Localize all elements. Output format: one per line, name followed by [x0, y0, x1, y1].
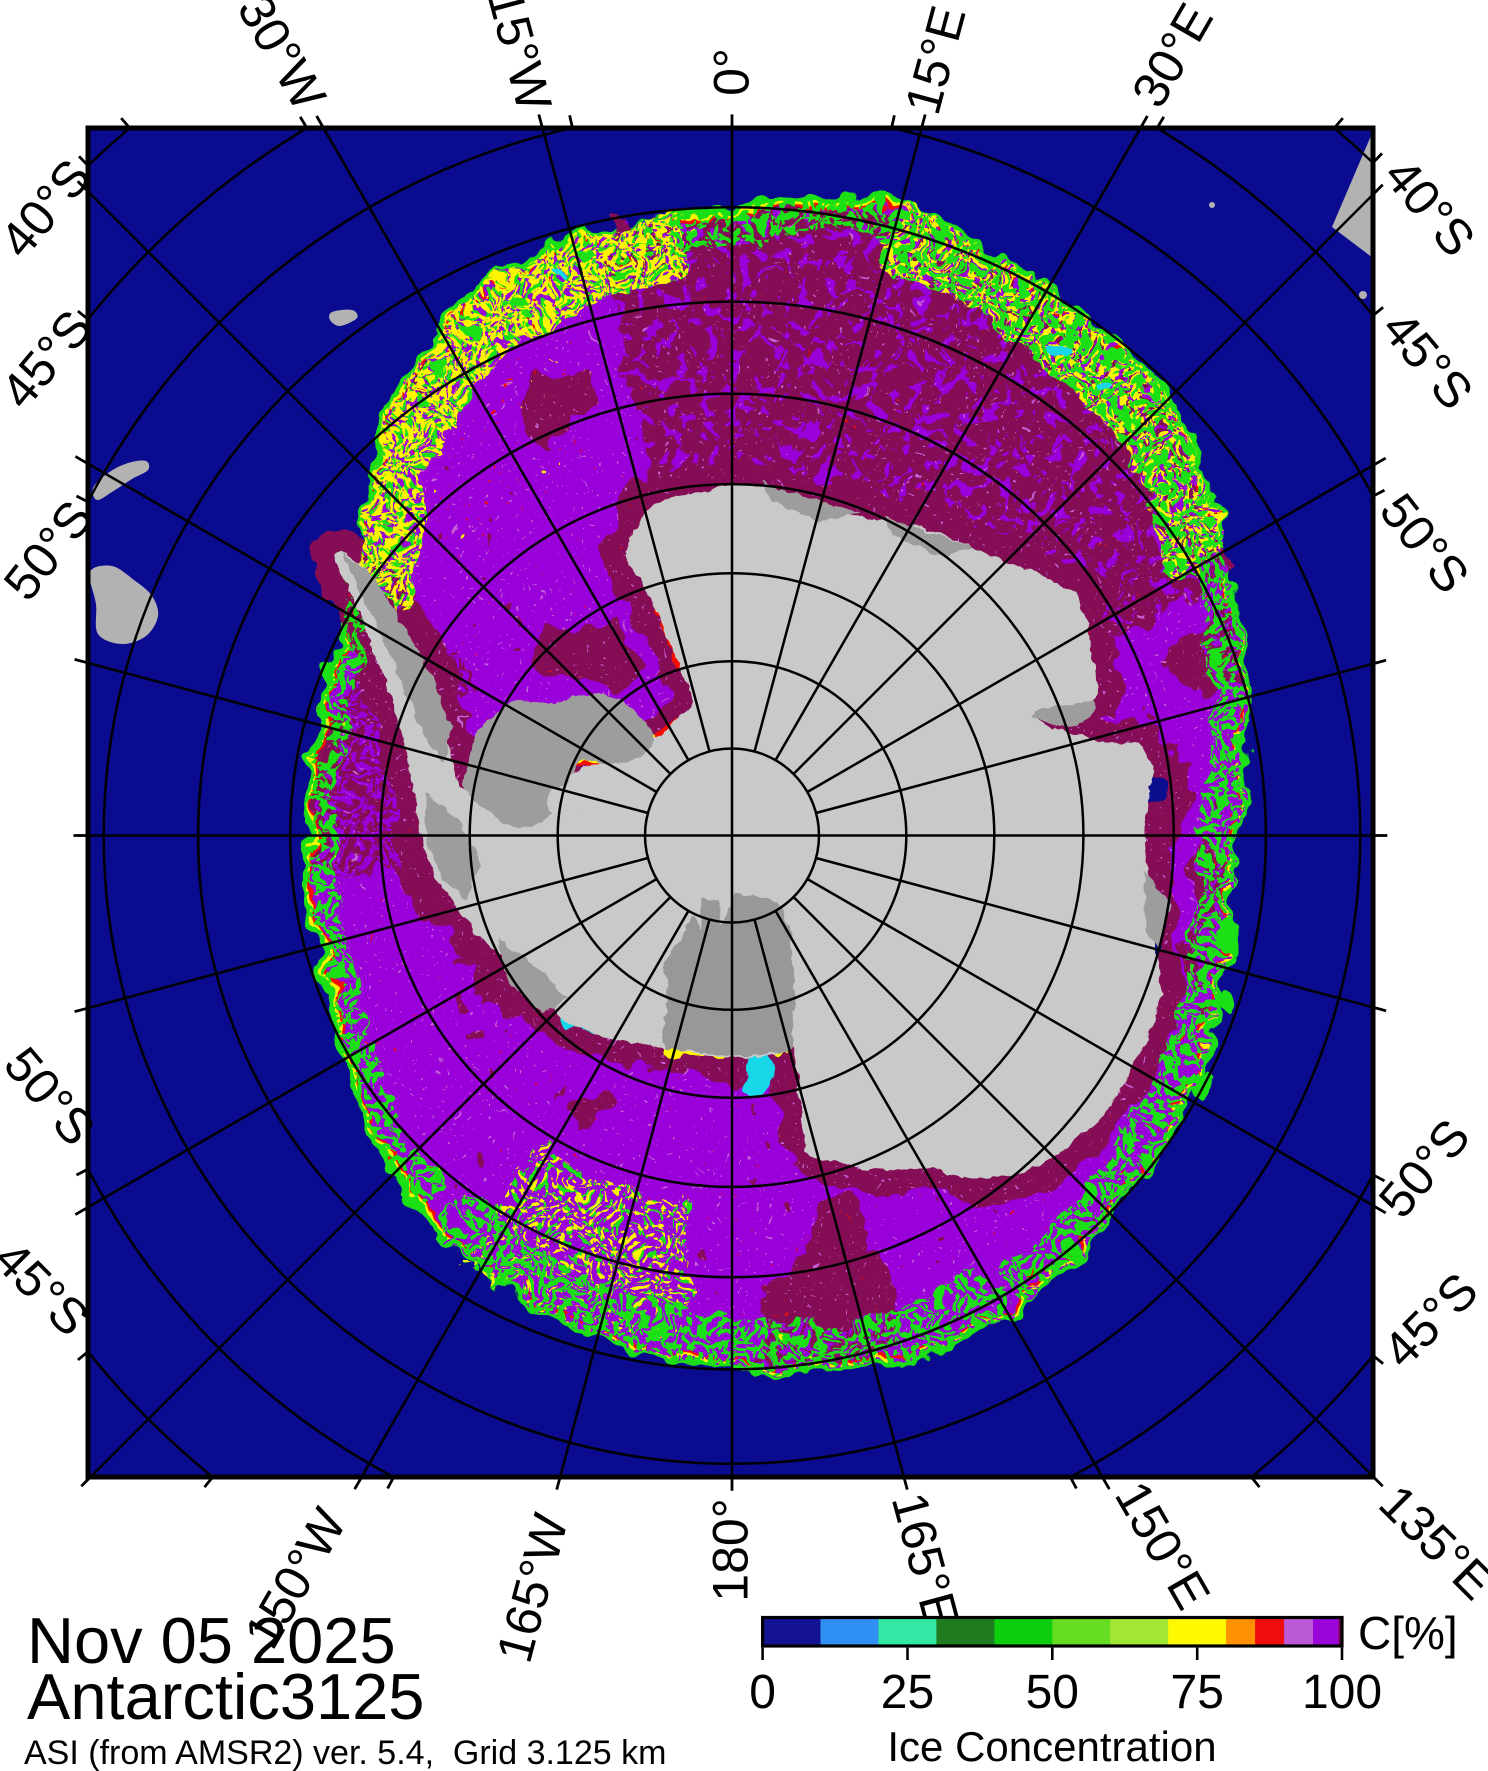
svg-text:Nov 05 2025: Nov 05 2025 [27, 1604, 396, 1677]
svg-text:ASI (from AMSR2) ver. 5.4, Gr: ASI (from AMSR2) ver. 5.4, Grid 3.125 km [24, 1734, 666, 1771]
svg-text:75: 75 [1171, 1666, 1224, 1719]
svg-text:100: 100 [1302, 1666, 1382, 1719]
svg-text:0°: 0° [704, 48, 760, 96]
svg-text:Antarctic3125: Antarctic3125 [27, 1660, 424, 1733]
svg-text:180°: 180° [703, 1498, 759, 1601]
svg-text:0: 0 [749, 1666, 776, 1719]
svg-text:C[%]: C[%] [1358, 1607, 1458, 1659]
svg-text:50: 50 [1026, 1666, 1079, 1719]
svg-text:Ice Concentration: Ice Concentration [887, 1723, 1216, 1770]
svg-text:25: 25 [881, 1666, 934, 1719]
